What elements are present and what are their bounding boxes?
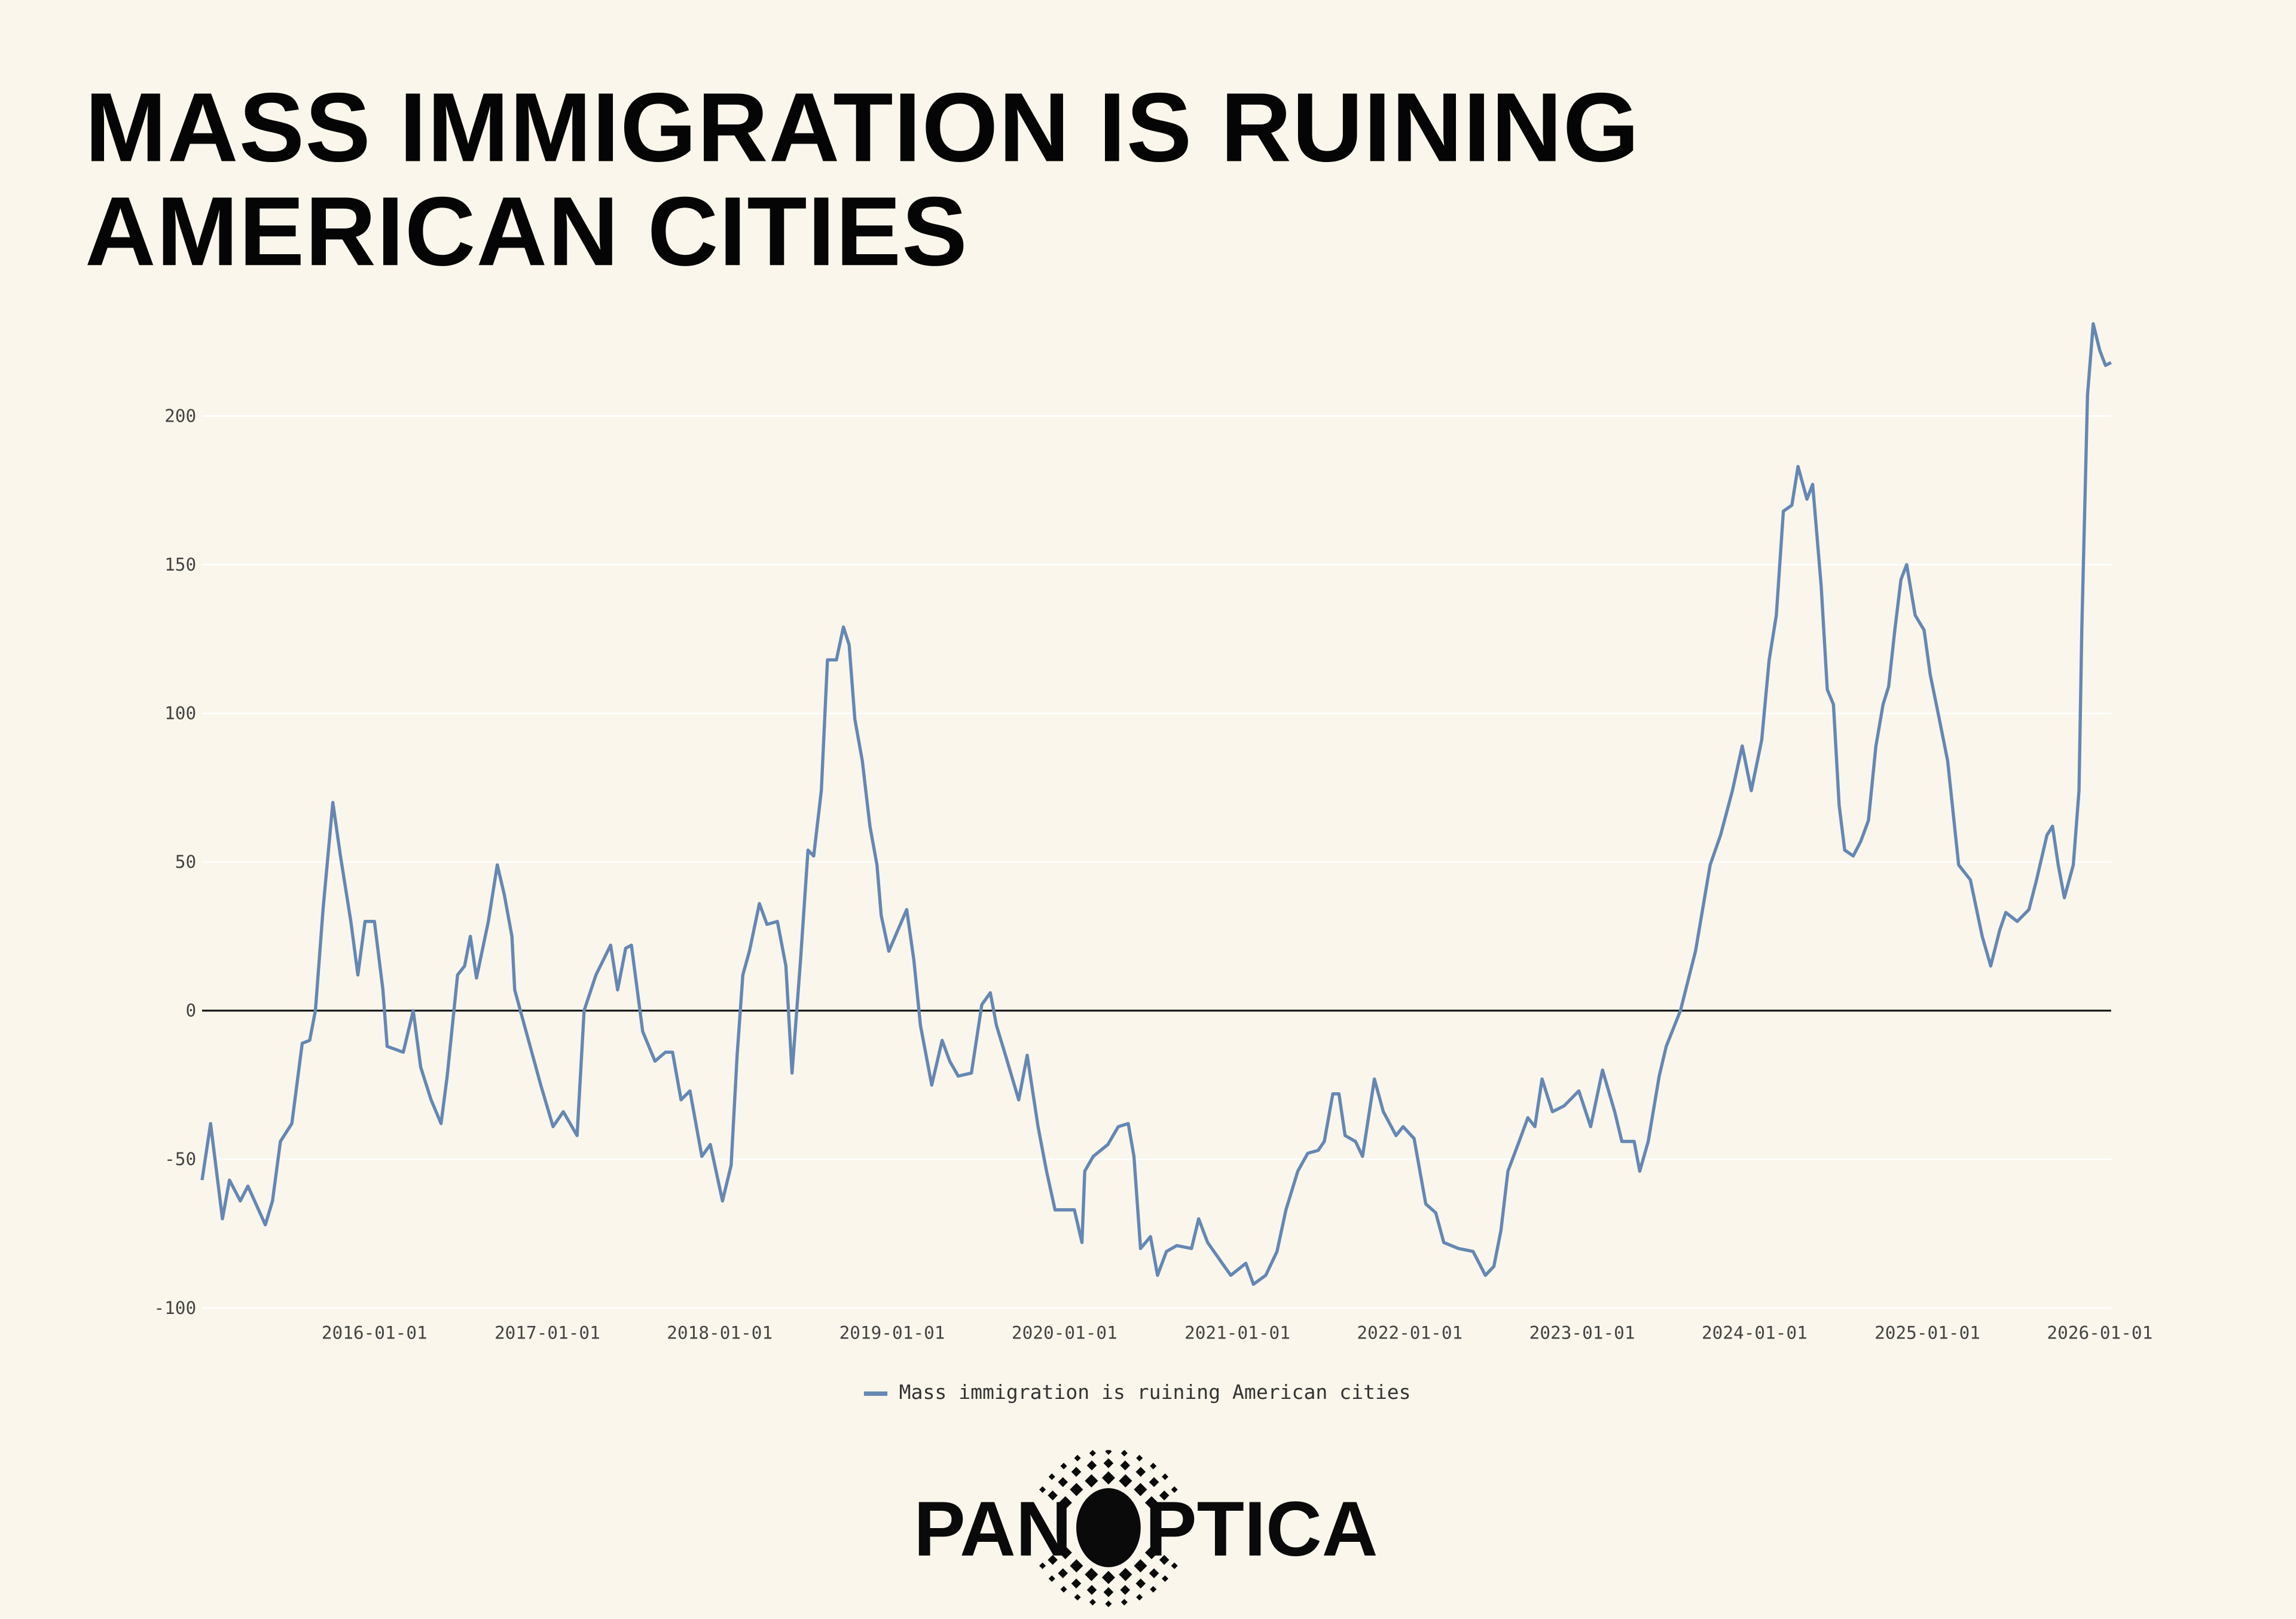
logo-dot	[1085, 1568, 1098, 1581]
y-tick-label: -100	[154, 1298, 196, 1318]
y-tick-label: 200	[164, 405, 196, 426]
x-axis-ticks: 2016-01-01 2017-01-01 2018-01-01 2019-01-01…	[322, 1322, 2152, 1343]
logo-dot	[1048, 1473, 1055, 1480]
y-tick-label: 50	[175, 852, 196, 872]
logo-dot	[1086, 1460, 1097, 1471]
x-tick-label: 2016-01-01	[322, 1322, 428, 1343]
x-tick-label: 2026-01-01	[2047, 1322, 2152, 1343]
logo-dot	[1120, 1585, 1131, 1595]
legend: Mass immigration is ruining American cit…	[863, 1381, 1411, 1405]
logo-dot	[1120, 1460, 1131, 1471]
series-line	[200, 322, 2112, 1286]
logo-dot	[1135, 1578, 1146, 1588]
logo-dot	[1060, 1586, 1067, 1593]
x-tick-label: 2017-01-01	[494, 1322, 600, 1343]
logo-dot	[1101, 1571, 1115, 1584]
logo-dot	[1101, 1471, 1115, 1485]
logo-dot	[1119, 1568, 1132, 1581]
legend-swatch	[863, 1391, 888, 1395]
x-tick-label: 2022-01-01	[1357, 1322, 1463, 1343]
logo-dot	[1150, 1462, 1157, 1469]
y-axis-ticks: 200 150 100 50 0 -50 -100	[154, 405, 196, 1318]
y-tick-label: 150	[164, 554, 196, 575]
x-tick-label: 2019-01-01	[839, 1322, 945, 1343]
logo-dot	[1105, 1450, 1112, 1455]
logo-text-right: PTICA	[1145, 1486, 1378, 1572]
logo-dot	[1070, 1559, 1083, 1573]
logo-dot	[1074, 1594, 1081, 1601]
logo-dot	[1071, 1466, 1082, 1477]
logo-dot	[1070, 1483, 1083, 1496]
logo-dot	[1048, 1575, 1055, 1583]
logo-eye-icon	[1076, 1488, 1141, 1568]
logo-dot	[1135, 1466, 1146, 1477]
logo-dot	[1060, 1462, 1067, 1469]
x-tick-label: 2024-01-01	[1702, 1322, 1808, 1343]
y-tick-label: 0	[185, 1001, 196, 1021]
logo-dot	[1105, 1600, 1112, 1608]
y-tick-label: 100	[164, 703, 196, 723]
logo-dot	[1120, 1599, 1128, 1606]
y-tick-label: -50	[164, 1149, 196, 1169]
logo-dot	[1136, 1594, 1143, 1601]
x-tick-label: 2025-01-01	[1874, 1322, 1980, 1343]
logo-dot	[1071, 1578, 1082, 1588]
x-tick-label: 2021-01-01	[1184, 1322, 1290, 1343]
logo-text-left: PAN	[914, 1486, 1071, 1572]
logo-dot	[1150, 1586, 1157, 1593]
logo-dot	[1136, 1455, 1143, 1462]
chart-title: MASS IMMIGRATION IS RUINING AMERICAN CIT…	[85, 73, 1640, 288]
logo-dot	[1161, 1473, 1169, 1480]
logo-dot	[1074, 1455, 1081, 1462]
logo-dot	[1119, 1474, 1132, 1488]
logo-dot	[1085, 1474, 1098, 1488]
logo-dot	[1120, 1450, 1128, 1457]
legend-label: Mass immigration is ruining American cit…	[899, 1381, 1411, 1405]
logo-dot	[1086, 1585, 1097, 1595]
x-tick-label: 2020-01-01	[1012, 1322, 1118, 1343]
logo-dot	[1089, 1450, 1096, 1457]
panoptica-logo: PAN PTICA	[914, 1450, 1378, 1608]
logo-dot	[1103, 1587, 1114, 1597]
logo-dot	[1161, 1575, 1169, 1583]
logo-dot	[1089, 1599, 1096, 1606]
x-tick-label: 2023-01-01	[1529, 1322, 1635, 1343]
gridlines	[201, 415, 2111, 1309]
x-tick-label: 2018-01-01	[667, 1322, 773, 1343]
logo-dot	[1103, 1458, 1114, 1468]
